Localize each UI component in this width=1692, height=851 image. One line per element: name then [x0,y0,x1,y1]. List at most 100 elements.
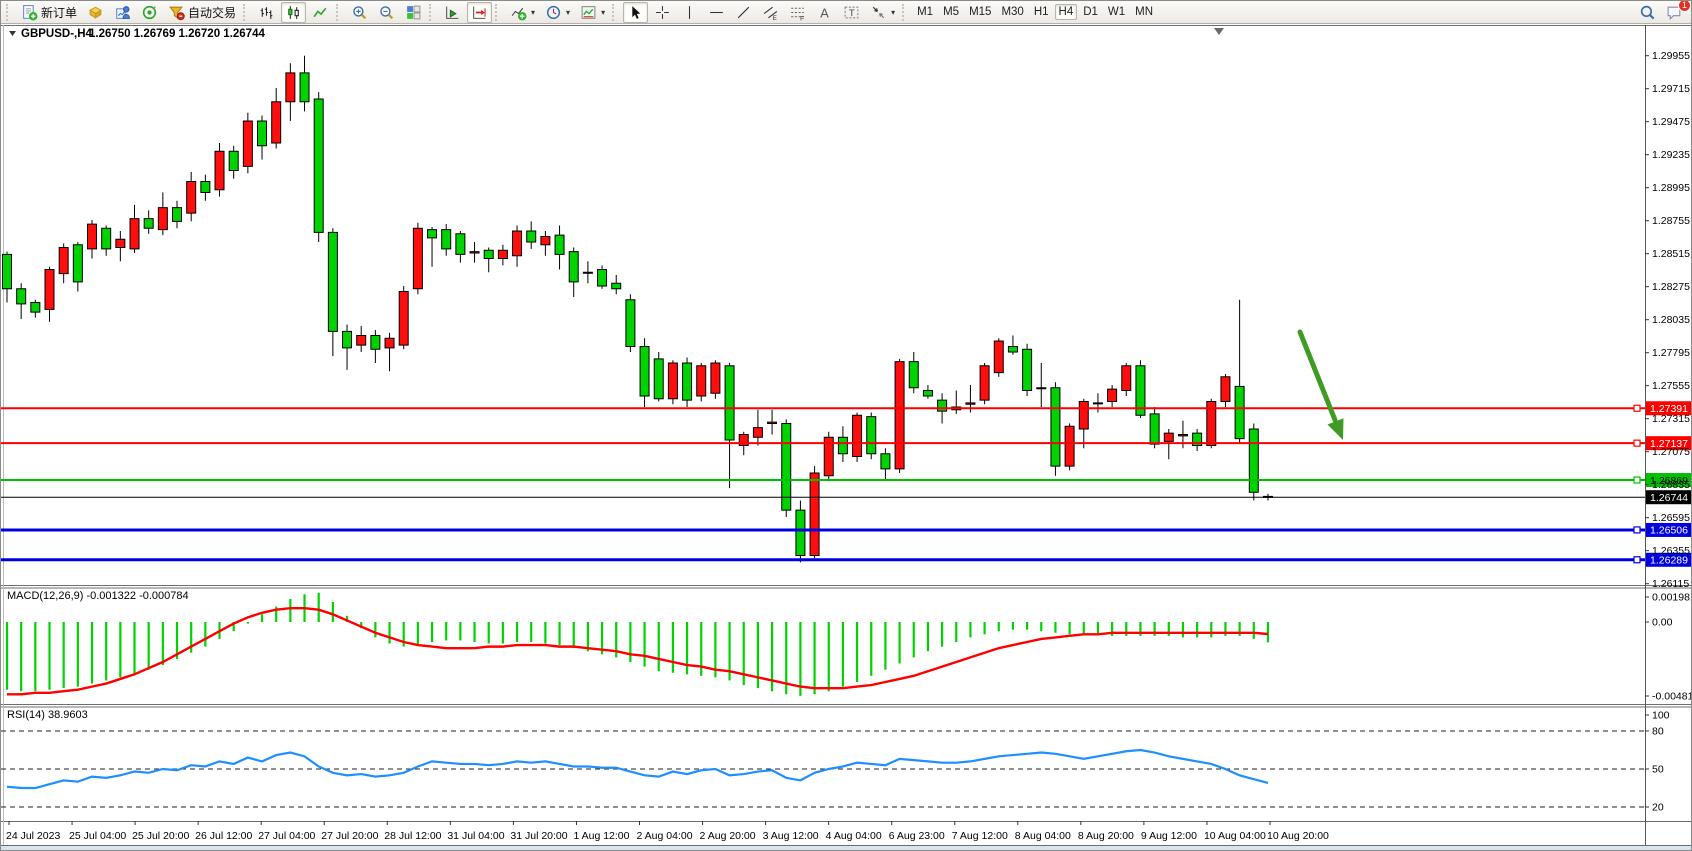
periods-icon [545,4,562,21]
candle [809,472,820,557]
svg-text:27 Jul 20:00: 27 Jul 20:00 [321,830,378,842]
svg-text:1.29955: 1.29955 [1652,50,1690,62]
timeframe-h1-button[interactable]: H1 [1030,4,1053,20]
svg-text:7 Aug 12:00: 7 Aug 12:00 [952,830,1008,842]
candle [1206,401,1217,447]
search-button[interactable] [1635,2,1660,23]
toolbar-separator [495,3,501,21]
crosshair-button[interactable] [650,2,675,23]
toolbar-separator [6,3,12,21]
candlestick-icon [285,4,302,21]
horizontal-line-button[interactable] [704,2,729,23]
chart-shift-button[interactable] [467,1,493,23]
candle [483,249,494,260]
resistance-line-1-handle[interactable] [1633,404,1641,412]
timeframe-w1-button[interactable]: W1 [1104,4,1129,20]
indicators-button[interactable]: ▾ [506,2,539,23]
candle [299,72,310,103]
support-line-green-handle[interactable] [1633,476,1641,484]
chart-ohlc-readout: 1.26750 1.26769 1.26720 1.26744 [89,28,265,40]
candle [965,402,976,405]
candle [1248,428,1259,493]
market-watch-button[interactable] [83,2,108,23]
market-watch-icon [87,4,104,21]
new-order-button[interactable]: 新订单 [17,2,81,23]
timeframe-w1-button-label: W1 [1107,6,1126,18]
timeframe-h4-button[interactable]: H4 [1054,4,1078,20]
candle [455,233,466,255]
bar-chart-button[interactable] [254,2,279,23]
tile-windows-button[interactable] [401,2,426,23]
timeframe-m30-button[interactable]: M30 [997,4,1027,20]
timeframe-mn-button[interactable]: MN [1131,4,1157,20]
chevron-down-icon: ▾ [891,7,896,17]
templates-button[interactable]: ▾ [576,2,609,23]
candle [880,453,891,470]
vertical-line-button[interactable] [677,2,702,23]
candle [58,247,69,275]
data-window-button[interactable] [110,2,135,23]
svg-text:T: T [849,8,855,19]
periods-button[interactable]: ▾ [541,2,574,23]
support-line-blue-2-handle[interactable] [1633,556,1641,564]
text-label-button[interactable]: T [839,2,864,23]
cursor-button[interactable] [623,1,649,23]
trendline-icon [735,4,752,21]
candlestick-chart-button[interactable] [281,1,307,23]
svg-text:1.28995: 1.28995 [1652,182,1690,194]
candle [611,282,622,290]
chart-shift-marker[interactable] [1214,28,1224,35]
timeframe-m15-button[interactable]: M15 [965,4,995,20]
candle [242,120,253,167]
candle [228,150,239,172]
candle [866,416,877,455]
auto-scroll-button[interactable] [440,2,465,23]
svg-text:50: 50 [1652,764,1664,776]
candle [157,207,168,231]
candle [412,227,423,290]
candle [823,436,834,477]
svg-text:24 Jul 2023: 24 Jul 2023 [6,830,60,842]
auto-trading-button[interactable]: 自动交易 [164,2,240,23]
svg-text:100: 100 [1652,710,1670,722]
support-line-blue-1-handle[interactable] [1633,526,1641,534]
svg-text:3 Aug 12:00: 3 Aug 12:00 [763,830,819,842]
candle [568,251,579,283]
svg-text:1.26506: 1.26506 [1650,525,1688,537]
candle [200,181,211,194]
text-button[interactable]: A [812,2,837,23]
svg-text:1.26289: 1.26289 [1650,555,1688,567]
candle [667,362,678,400]
cursor-icon [627,4,644,21]
candle [1234,385,1245,440]
candle [44,269,55,310]
candle [1036,387,1047,390]
zoom-in-button[interactable] [347,2,372,23]
notifications-button[interactable]: 1 [1662,1,1691,23]
candle [710,362,721,394]
fibonacci-button[interactable]: F [785,2,810,23]
timeframe-m5-button[interactable]: M5 [939,4,963,20]
chart-title: GBPUSD-,H4 [21,28,93,40]
trendline-button[interactable] [731,2,756,23]
resistance-line-2-handle[interactable] [1633,439,1641,447]
arrows-button[interactable]: ▾ [866,2,899,23]
svg-text:26 Jul 12:00: 26 Jul 12:00 [195,830,252,842]
timeframe-d1-button[interactable]: D1 [1079,4,1102,20]
indicators-icon [510,4,527,21]
timeframe-mn-button-label: MN [1135,6,1154,18]
line-chart-button[interactable] [308,2,333,23]
chart-dropdown-icon[interactable] [9,31,16,36]
timeframe-m1-button[interactable]: M1 [913,4,937,20]
arrow-head-icon[interactable] [1327,418,1344,440]
chart-plot-area[interactable] [1,25,1692,845]
sell-arrow-annotation[interactable] [1297,329,1338,423]
time-axis: 24 Jul 2023 25 Jul 04:00 25 Jul 20:00 26 Ju… [6,821,1329,842]
candle [101,227,112,250]
equidistant-channel-button[interactable]: E [758,2,783,23]
candle [384,337,395,349]
strategy-tester-button[interactable] [137,2,162,23]
candle [356,335,367,346]
zoom-out-button[interactable] [374,2,399,23]
